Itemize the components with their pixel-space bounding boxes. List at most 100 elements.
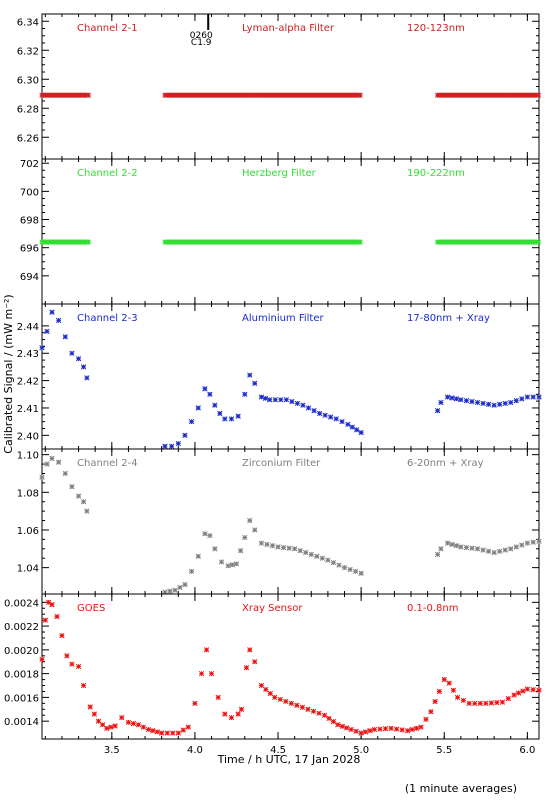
data-point bbox=[367, 728, 373, 734]
data-point bbox=[203, 647, 210, 653]
data-point bbox=[319, 555, 326, 561]
flare-class-label: C1.9 bbox=[191, 38, 212, 48]
panel-channel-label: Channel 2-3 bbox=[77, 313, 138, 324]
data-point bbox=[49, 602, 55, 608]
data-point bbox=[154, 729, 160, 735]
data-point bbox=[454, 694, 461, 701]
data-point bbox=[339, 723, 345, 729]
data-point bbox=[242, 391, 248, 397]
data-point bbox=[75, 493, 82, 499]
data-point bbox=[218, 559, 225, 565]
data-point bbox=[469, 398, 475, 405]
data-point bbox=[480, 400, 486, 407]
y-tick-label: 6.30 bbox=[17, 75, 39, 86]
data-point bbox=[300, 402, 306, 408]
y-tick-label: 1.08 bbox=[17, 488, 39, 499]
data-series bbox=[39, 599, 542, 736]
data-point bbox=[344, 725, 350, 731]
data-point bbox=[354, 427, 360, 433]
data-point bbox=[362, 729, 369, 735]
data-point bbox=[229, 562, 235, 568]
x-axis-label: Time / h UTC, 17 Jan 2028 bbox=[217, 753, 361, 766]
data-point bbox=[258, 394, 265, 400]
data-point bbox=[192, 700, 198, 706]
data-point bbox=[104, 725, 110, 731]
data-point bbox=[303, 549, 309, 556]
panel-band-label: 17-80nm + Xray bbox=[407, 313, 490, 324]
data-point bbox=[434, 408, 441, 414]
panel-channel-label: GOES bbox=[77, 603, 105, 614]
data-point bbox=[371, 726, 378, 733]
data-point bbox=[195, 405, 201, 411]
averaging-note: (1 minute averages) bbox=[405, 782, 517, 795]
data-point bbox=[382, 726, 389, 732]
data-point bbox=[463, 544, 470, 551]
data-point bbox=[228, 416, 235, 422]
data-point bbox=[212, 402, 218, 408]
data-point bbox=[530, 687, 536, 693]
data-point bbox=[458, 544, 464, 550]
data-point bbox=[339, 418, 345, 425]
y-tick-label: 6.32 bbox=[17, 46, 39, 57]
panel-band-label: 120-123nm bbox=[407, 23, 465, 34]
data-point bbox=[508, 399, 514, 406]
data-point bbox=[247, 517, 253, 524]
data-point bbox=[228, 714, 235, 721]
data-point bbox=[349, 424, 355, 430]
x-tick-label: 3.5 bbox=[104, 745, 120, 756]
data-point bbox=[188, 418, 195, 425]
panel-channel-2-2: 694 696 698 700 702 Channel 2-2 Herzberg Filte… bbox=[20, 158, 542, 305]
data-point bbox=[491, 402, 497, 408]
data-point bbox=[434, 551, 441, 558]
y-axis-label: Calibrated Signal / (mW m⁻²) bbox=[2, 294, 15, 453]
flare-time-label: 0260 bbox=[190, 31, 213, 41]
y-tick-label: 6.34 bbox=[17, 17, 39, 28]
y-tick-label: 1.10 bbox=[17, 451, 39, 462]
y-tick-label: 2.41 bbox=[17, 404, 39, 415]
data-point bbox=[357, 92, 363, 98]
panel-channel-label: Channel 2-4 bbox=[77, 458, 138, 469]
panel-filter-label: Zirconium Filter bbox=[242, 458, 321, 469]
data-point bbox=[222, 416, 228, 422]
data-point bbox=[222, 711, 228, 717]
data-point bbox=[502, 547, 508, 553]
data-point bbox=[182, 432, 188, 438]
data-point bbox=[536, 538, 542, 544]
panel-filter-label: Aluminium Filter bbox=[242, 313, 325, 324]
x-tick-label: 4.5 bbox=[270, 745, 286, 756]
panel-channel-label: Channel 2-1 bbox=[77, 23, 138, 34]
data-point bbox=[347, 566, 353, 573]
data-point bbox=[252, 659, 258, 665]
data-point bbox=[80, 682, 87, 689]
data-point bbox=[278, 397, 284, 403]
data-point bbox=[237, 548, 244, 554]
data-point bbox=[69, 484, 75, 490]
data-point bbox=[225, 563, 231, 569]
y-tick-label: 0.0022 bbox=[4, 622, 39, 633]
data-point bbox=[289, 398, 295, 405]
y-tick-label: 0.0020 bbox=[4, 646, 39, 657]
data-point bbox=[164, 730, 170, 736]
data-point bbox=[466, 700, 472, 706]
data-point bbox=[215, 694, 221, 701]
data-point bbox=[54, 613, 60, 620]
data-point bbox=[535, 92, 542, 98]
data-point bbox=[294, 702, 300, 708]
data-point bbox=[100, 722, 106, 728]
data-point bbox=[308, 551, 314, 558]
data-point bbox=[513, 544, 519, 550]
data-point bbox=[536, 687, 542, 693]
data-point bbox=[316, 710, 322, 716]
data-point bbox=[497, 548, 503, 554]
data-point bbox=[202, 386, 208, 392]
y-tick-label: 696 bbox=[20, 244, 39, 255]
data-point bbox=[494, 699, 500, 706]
data-point bbox=[44, 328, 50, 335]
data-point bbox=[432, 698, 438, 705]
data-point bbox=[485, 548, 492, 554]
data-point bbox=[515, 690, 522, 696]
panel-channel-label: Channel 2-2 bbox=[77, 168, 138, 179]
data-point bbox=[272, 397, 278, 403]
data-point bbox=[322, 412, 328, 418]
y-tick-label: 2.42 bbox=[17, 377, 39, 388]
